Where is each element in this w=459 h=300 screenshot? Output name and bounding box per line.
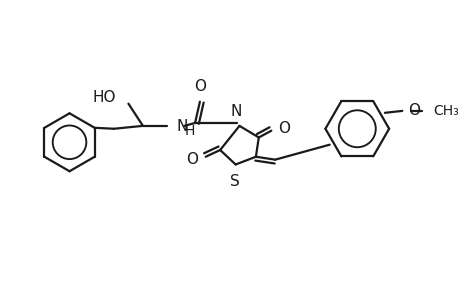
Text: O: O bbox=[193, 79, 206, 94]
Text: H: H bbox=[184, 124, 195, 138]
Text: N: N bbox=[176, 119, 188, 134]
Text: O: O bbox=[185, 152, 197, 167]
Text: O: O bbox=[278, 121, 290, 136]
Text: HO: HO bbox=[92, 90, 116, 105]
Text: S: S bbox=[230, 174, 239, 189]
Text: O: O bbox=[407, 103, 419, 118]
Text: N: N bbox=[230, 104, 242, 119]
Text: CH₃: CH₃ bbox=[432, 104, 458, 118]
